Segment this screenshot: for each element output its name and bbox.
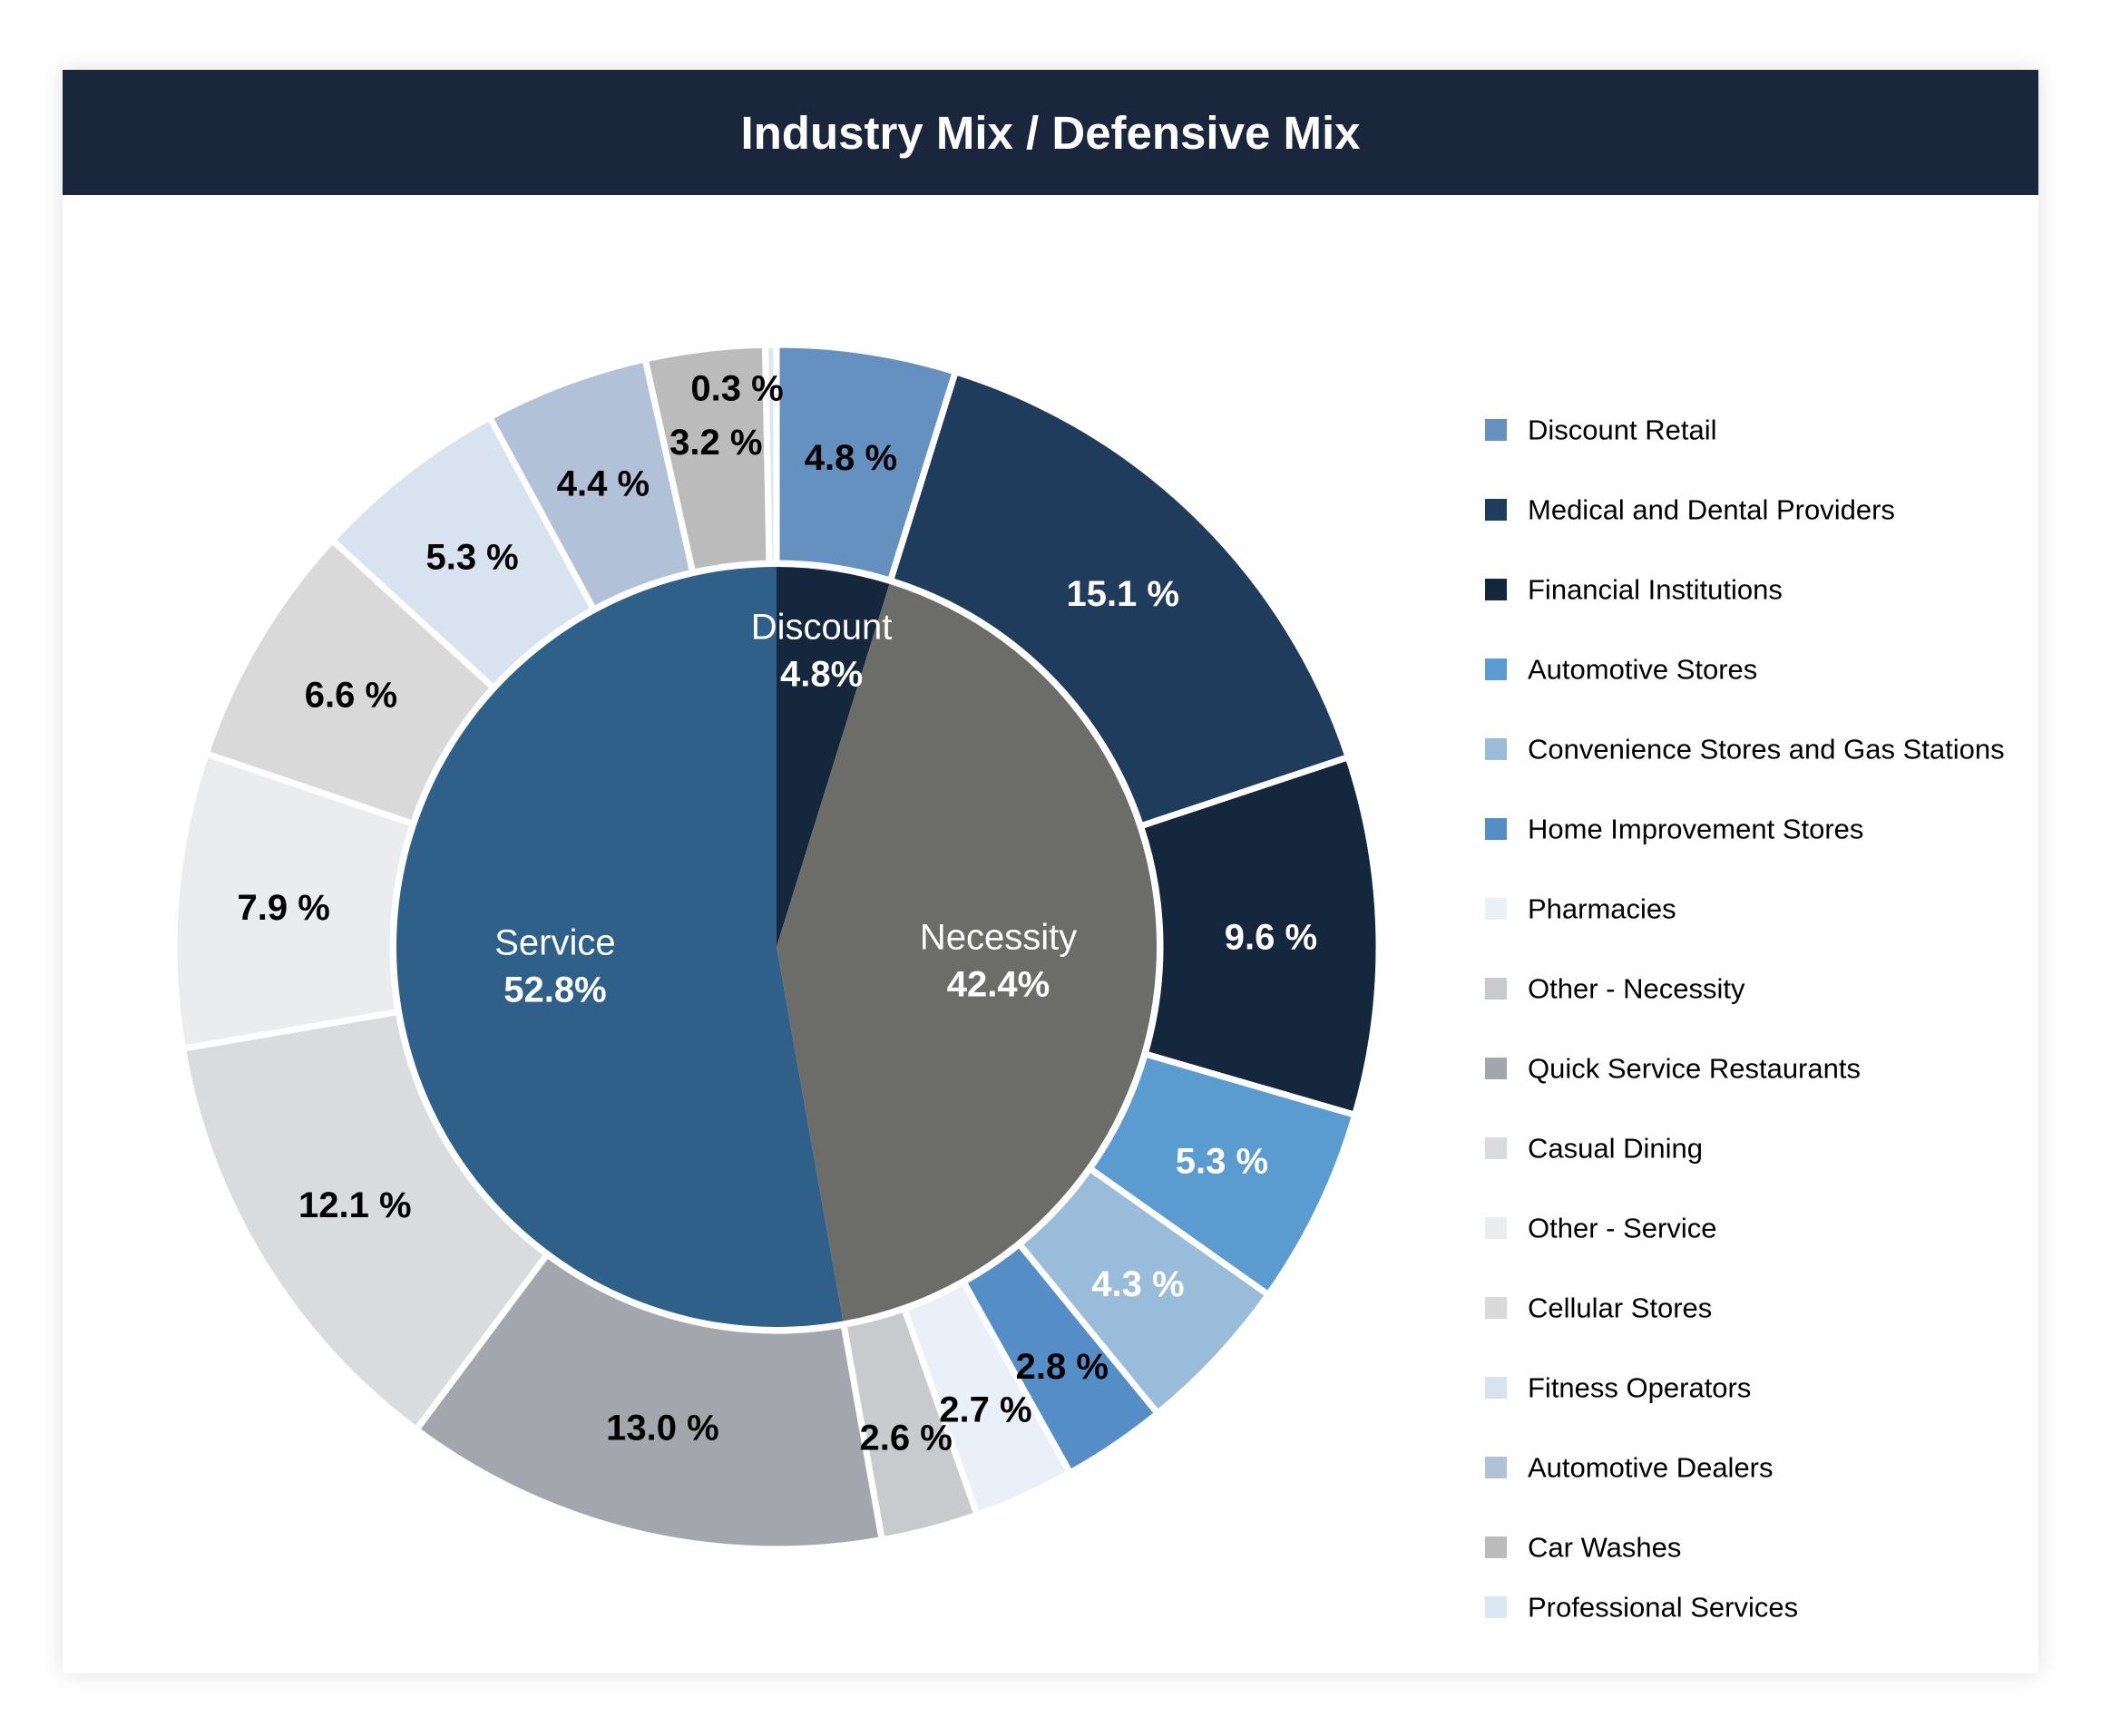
data-label-cellular-stores: 6.6 % — [305, 676, 397, 716]
legend-swatch — [1485, 1536, 1507, 1558]
inner-data-labels: Discount 4.8% Necessity 42.4% Service 52.8% — [494, 608, 1077, 1010]
chart-card: Industry Mix / Defensive Mix 4.8 % 15.1 %… — [63, 70, 2038, 1673]
inner-label-service: Service — [494, 923, 615, 963]
slice-quick-service-restaurants[interactable] — [412, 1250, 886, 1553]
inner-value-discount: 4.8% — [780, 655, 863, 695]
legend-item-financial-institutions[interactable]: Financial Institutions — [1485, 574, 1783, 606]
legend-item-medical-and-dental-providers[interactable]: Medical and Dental Providers — [1485, 494, 1895, 526]
legend-label: Convenience Stores and Gas Stations — [1528, 734, 2005, 766]
legend-swatch — [1485, 898, 1507, 920]
data-label-home-improvement-stores: 2.8 % — [1016, 1347, 1109, 1387]
legend-swatch — [1485, 579, 1507, 600]
legend-item-casual-dining[interactable]: Casual Dining — [1485, 1133, 1703, 1165]
legend-swatch — [1485, 658, 1507, 680]
inner-ring — [396, 567, 1158, 1327]
donut-chart: 4.8 % 15.1 % 9.6 % 5.3 % 4.3 % 2.8 %2.7 %2.6 … — [171, 341, 2005, 1624]
legend-swatch — [1485, 419, 1507, 441]
inner-value-necessity: 42.4% — [947, 964, 1050, 1004]
legend-item-professional-services[interactable]: Professional Services — [1485, 1592, 1798, 1624]
legend-item-discount-retail[interactable]: Discount Retail — [1485, 414, 1716, 446]
legend-swatch — [1485, 978, 1507, 1000]
data-label-pharmacies: 2.7 % — [939, 1390, 1031, 1429]
slice-necessity[interactable] — [777, 583, 1158, 1322]
legend-label: Quick Service Restaurants — [1528, 1053, 1861, 1085]
legend-item-fitness-operators[interactable]: Fitness Operators — [1485, 1372, 1751, 1404]
legend-swatch — [1485, 499, 1507, 521]
legend-swatch — [1485, 818, 1507, 840]
legend-label: Other - Necessity — [1528, 973, 1745, 1005]
chart-title: Industry Mix / Defensive Mix — [740, 106, 1361, 159]
legend-label: Home Improvement Stores — [1528, 814, 1863, 845]
legend-swatch — [1485, 1137, 1507, 1159]
data-label-quick-service-restaurants: 13.0 % — [606, 1408, 719, 1448]
data-label-fitness-operators: 5.3 % — [425, 537, 518, 577]
inner-value-service: 52.8% — [503, 970, 606, 1010]
inner-label-discount: Discount — [751, 608, 893, 648]
legend-swatch — [1485, 1217, 1507, 1239]
legend-swatch — [1485, 1457, 1507, 1478]
legend-label: Professional Services — [1528, 1592, 1798, 1624]
legend-swatch — [1485, 1377, 1507, 1399]
legend-label: Automotive Dealers — [1528, 1452, 1774, 1484]
legend-item-quick-service-restaurants[interactable]: Quick Service Restaurants — [1485, 1053, 1861, 1085]
data-label-casual-dining: 12.1 % — [298, 1185, 412, 1225]
data-label-financial-institutions: 9.6 % — [1225, 918, 1317, 958]
legend-item-other-service[interactable]: Other - Service — [1485, 1213, 1716, 1244]
legend-label: Automotive Stores — [1528, 654, 1757, 686]
legend-item-car-washes[interactable]: Car Washes — [1485, 1532, 1681, 1564]
legend-item-cellular-stores[interactable]: Cellular Stores — [1485, 1292, 1712, 1324]
legend-label: Discount Retail — [1528, 414, 1716, 446]
inner-label-necessity: Necessity — [920, 917, 1077, 957]
data-label-automotive-dealers: 4.4 % — [557, 464, 650, 504]
legend-item-home-improvement-stores[interactable]: Home Improvement Stores — [1485, 814, 1863, 845]
legend-label: Pharmacies — [1528, 893, 1676, 925]
legend-swatch — [1485, 738, 1507, 760]
outer-ring — [171, 341, 1383, 1553]
slice-medical-and-dental-providers[interactable] — [886, 367, 1353, 831]
legend-label: Car Washes — [1528, 1532, 1681, 1564]
legend-label: Cellular Stores — [1528, 1292, 1712, 1324]
outer-data-labels: 4.8 % 15.1 % 9.6 % 5.3 % 4.3 % 2.8 %2.7 %2.6 … — [238, 369, 1318, 1458]
legend-swatch — [1485, 1596, 1507, 1618]
legend-label: Other - Service — [1528, 1213, 1716, 1244]
data-label-other-necessity: 2.6 % — [860, 1419, 953, 1458]
slice-service[interactable] — [396, 567, 844, 1327]
data-label-automotive-stores: 5.3 % — [1176, 1142, 1268, 1182]
slice-discount[interactable] — [777, 567, 890, 947]
legend-item-automotive-stores[interactable]: Automotive Stores — [1485, 654, 1757, 686]
legend-label: Medical and Dental Providers — [1528, 494, 1895, 526]
legend-label: Financial Institutions — [1528, 574, 1783, 606]
legend-label: Fitness Operators — [1528, 1372, 1751, 1404]
legend-item-pharmacies[interactable]: Pharmacies — [1485, 893, 1676, 925]
data-label-convenience-stores-and-gas-stations: 4.3 % — [1091, 1264, 1184, 1304]
slice-professional-services[interactable] — [761, 341, 780, 567]
chart-header: Industry Mix / Defensive Mix — [63, 70, 2038, 195]
legend-swatch — [1485, 1297, 1507, 1319]
legend-item-convenience-stores-and-gas-stations[interactable]: Convenience Stores and Gas Stations — [1485, 734, 2005, 766]
legend-label: Casual Dining — [1528, 1133, 1703, 1165]
data-label-other-service: 7.9 % — [238, 888, 330, 928]
legend-swatch — [1485, 1058, 1507, 1079]
data-label-medical-and-dental-providers: 15.1 % — [1066, 574, 1179, 614]
legend-item-automotive-dealers[interactable]: Automotive Dealers — [1485, 1452, 1774, 1484]
data-label-car-washes: 3.2 % — [669, 423, 762, 463]
data-label-discount-retail: 4.8 % — [805, 438, 897, 478]
slice-casual-dining[interactable] — [179, 1008, 552, 1435]
data-label-professional-services: 0.3 % — [690, 369, 783, 409]
legend-item-other-necessity[interactable]: Other - Necessity — [1485, 973, 1745, 1005]
legend: Discount Retail Medical and Dental Provid… — [1485, 414, 2005, 1624]
